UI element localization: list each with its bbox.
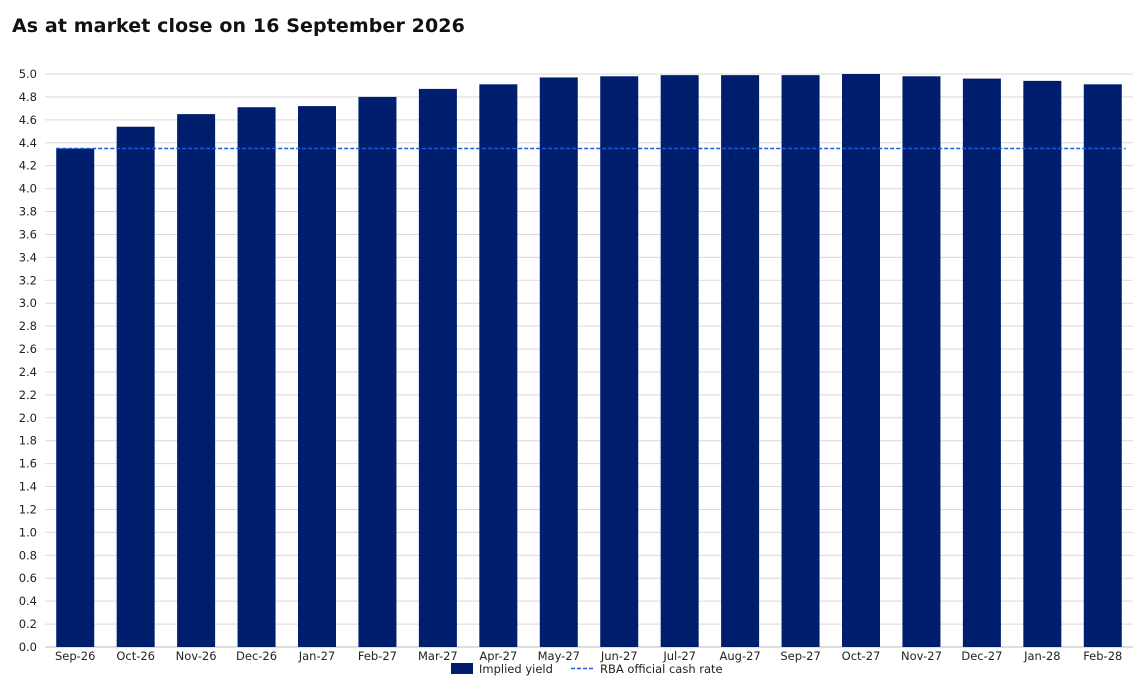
y-tick-label: 4.4 (19, 136, 37, 150)
y-tick-label: 2.0 (19, 411, 37, 425)
x-tick-label: Oct-27 (842, 649, 881, 663)
legend-label-implied-yield: Implied yield (479, 662, 553, 676)
bar-sep-27 (781, 75, 820, 647)
y-tick-label: 0.0 (19, 640, 37, 654)
y-tick-label: 1.2 (19, 502, 37, 516)
x-tick-label: Feb-27 (358, 649, 397, 663)
y-tick-label: 5.0 (19, 67, 37, 81)
y-tick-label: 0.6 (19, 571, 37, 585)
y-tick-label: 0.2 (19, 617, 37, 631)
y-tick-label: 1.0 (19, 525, 37, 539)
y-tick-label: 0.8 (19, 548, 37, 562)
bar-aug-27 (721, 75, 760, 647)
x-tick-label: Sep-27 (780, 649, 820, 663)
bar-nov-26 (177, 114, 216, 648)
x-tick-label: Dec-27 (961, 649, 1002, 663)
x-tick-label: Jun-27 (600, 649, 638, 663)
legend-swatch-implied-yield (451, 663, 473, 674)
bar-feb-27 (358, 96, 397, 648)
bar-nov-27 (902, 76, 941, 648)
y-axis-ticks: 0.0 0.2 0.4 0.6 0.8 1.0 1.2 1.4 1.6 1.8 2.0 2.2 2.4 2… (19, 67, 37, 654)
x-tick-label: Oct-26 (116, 649, 155, 663)
chart-title: As at market close on 16 September 2026 (12, 15, 465, 37)
bar-dec-27 (962, 78, 1001, 648)
x-tick-label: Dec-26 (236, 649, 277, 663)
y-tick-label: 2.4 (19, 365, 37, 379)
x-tick-label: Nov-26 (176, 649, 217, 663)
y-tick-label: 4.8 (19, 90, 37, 104)
y-tick-label: 2.8 (19, 319, 37, 333)
y-tick-label: 1.8 (19, 434, 37, 448)
y-tick-label: 4.6 (19, 113, 37, 127)
y-tick-label: 0.4 (19, 594, 37, 608)
x-tick-label: Jan-27 (298, 649, 336, 663)
x-tick-label: Jan-28 (1023, 649, 1061, 663)
x-tick-label: Apr-27 (479, 649, 517, 663)
y-tick-label: 4.0 (19, 182, 37, 196)
x-tick-label: Nov-27 (901, 649, 942, 663)
gridlines (45, 73, 1133, 648)
bar-jul-27 (660, 75, 699, 647)
legend: Implied yield RBA official cash rate (451, 662, 723, 676)
bar-jun-27 (600, 76, 639, 648)
x-tick-label: Sep-26 (55, 649, 95, 663)
y-tick-label: 3.0 (19, 296, 37, 310)
bar-mar-27 (418, 88, 457, 647)
x-tick-label: Aug-27 (719, 649, 760, 663)
y-tick-label: 3.6 (19, 227, 37, 241)
y-tick-label: 4.2 (19, 159, 37, 173)
bar-feb-28 (1083, 84, 1122, 647)
bar-apr-27 (479, 84, 518, 647)
bar-may-27 (539, 77, 578, 648)
bar-sep-26 (56, 148, 95, 648)
x-tick-label: Feb-28 (1083, 649, 1122, 663)
x-tick-label: Mar-27 (418, 649, 458, 663)
x-tick-label: May-27 (538, 649, 580, 663)
y-tick-label: 2.6 (19, 342, 37, 356)
legend-label-rba-cash-rate: RBA official cash rate (600, 662, 723, 676)
bar-dec-26 (237, 107, 276, 647)
y-tick-label: 3.8 (19, 205, 37, 219)
y-tick-label: 3.4 (19, 250, 37, 264)
bar-oct-27 (842, 74, 880, 647)
y-tick-label: 1.4 (19, 480, 37, 494)
y-tick-label: 1.6 (19, 457, 37, 471)
y-tick-label: 3.2 (19, 273, 37, 287)
bars (56, 74, 1122, 648)
x-axis-ticks: Sep-26 Oct-26 Nov-26 Dec-26 Jan-27 Feb-27 Mar-… (55, 649, 1122, 663)
y-tick-label: 2.2 (19, 388, 37, 402)
bar-oct-26 (116, 126, 155, 647)
bar-jan-28 (1023, 80, 1062, 648)
bar-jan-27 (298, 106, 336, 647)
x-tick-label: Jul-27 (662, 649, 696, 663)
